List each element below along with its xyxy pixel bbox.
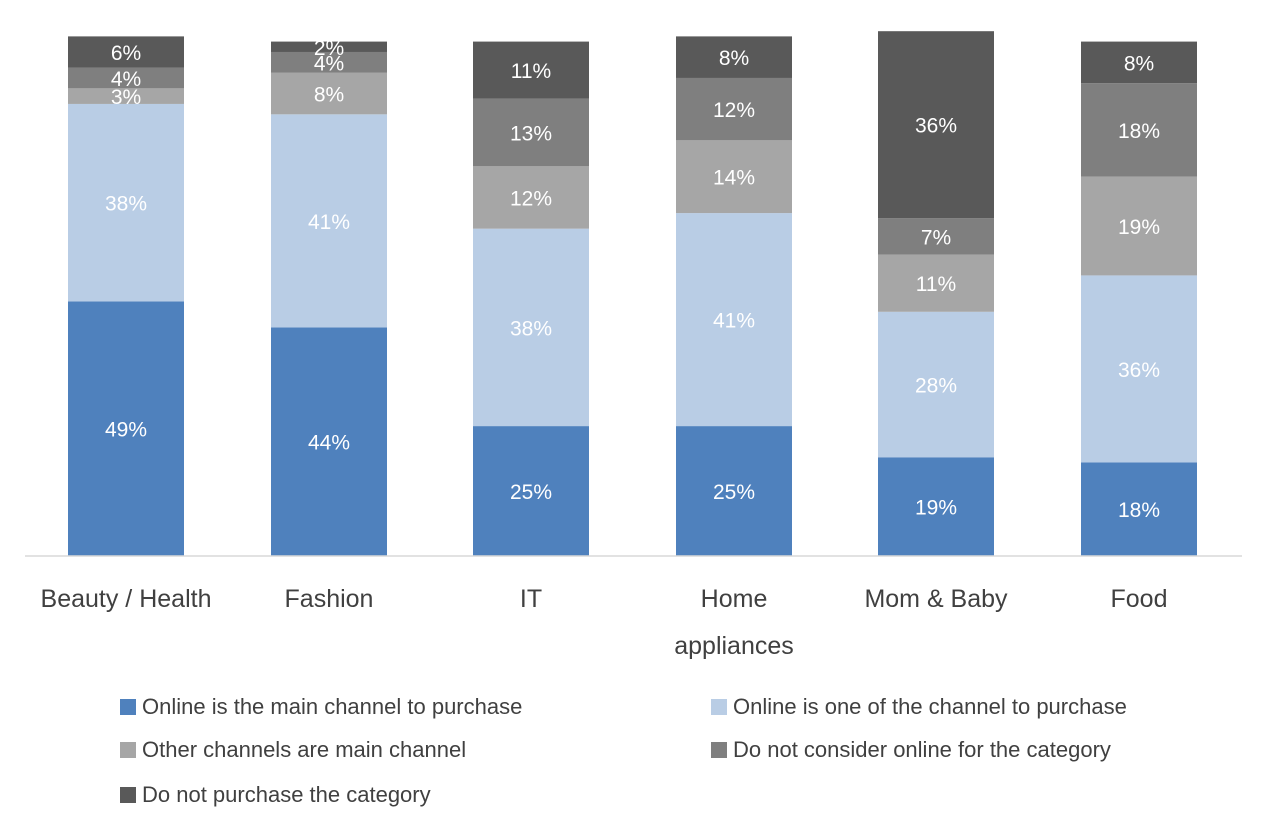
bar-segment bbox=[878, 311, 994, 458]
bar-segment bbox=[1081, 83, 1197, 177]
legend-item: Online is one of the channel to purchase bbox=[711, 692, 1127, 722]
data-label: 18% bbox=[1118, 120, 1160, 143]
category-label: IT bbox=[520, 585, 542, 613]
stacked-bar-chart: 49%38%3%4%6%44%41%8%4%2%25%38%12%13%11%2… bbox=[25, 31, 1242, 660]
data-label: 8% bbox=[1124, 52, 1154, 75]
bar-segment bbox=[676, 213, 792, 427]
data-label: 36% bbox=[1118, 359, 1160, 382]
bar-segment bbox=[68, 103, 184, 302]
bar-segment bbox=[676, 426, 792, 556]
data-label: 7% bbox=[921, 226, 951, 249]
legend-label: Do not consider online for the category bbox=[733, 737, 1111, 762]
bar-segment bbox=[68, 88, 184, 104]
bar-segment bbox=[473, 228, 589, 427]
data-label: 8% bbox=[314, 84, 344, 107]
data-label: 6% bbox=[111, 42, 141, 65]
bar-segment bbox=[676, 140, 792, 214]
data-label: 41% bbox=[308, 211, 350, 234]
legend-label: Online is one of the channel to purchase bbox=[733, 694, 1127, 719]
bar-segment bbox=[878, 218, 994, 255]
legend-item: Other channels are main channel bbox=[120, 735, 466, 765]
data-label: 3% bbox=[111, 86, 141, 109]
bar-segment bbox=[676, 77, 792, 141]
data-label: 4% bbox=[111, 68, 141, 91]
legend: Online is the main channel to purchase On… bbox=[120, 690, 1240, 815]
data-label: 25% bbox=[510, 481, 552, 504]
bar-segment bbox=[878, 457, 994, 556]
data-label: 13% bbox=[510, 123, 552, 146]
legend-label: Do not purchase the category bbox=[142, 782, 431, 807]
bar-segment bbox=[473, 426, 589, 556]
data-label: 14% bbox=[713, 167, 755, 190]
bar-segment bbox=[878, 254, 994, 312]
legend-swatch bbox=[711, 742, 727, 758]
bar-segment bbox=[473, 98, 589, 167]
bar-segment bbox=[271, 72, 387, 115]
data-label: 36% bbox=[915, 115, 957, 138]
bar-segment bbox=[271, 51, 387, 73]
legend-item: Do not consider online for the category bbox=[711, 735, 1111, 765]
bar-segment bbox=[676, 36, 792, 78]
data-label: 38% bbox=[510, 317, 552, 340]
category-label: Home appliances bbox=[674, 585, 794, 660]
legend-swatch bbox=[120, 699, 136, 715]
data-label: 8% bbox=[719, 47, 749, 70]
data-label: 12% bbox=[713, 99, 755, 122]
data-label: 2% bbox=[314, 37, 344, 60]
data-label: 12% bbox=[510, 187, 552, 210]
bar-segment bbox=[271, 41, 387, 52]
data-label: 4% bbox=[314, 52, 344, 75]
category-labels-layer: Beauty / Health Fashion IT Home appliances Mo… bbox=[41, 585, 1168, 660]
category-label: Beauty / Health bbox=[41, 585, 212, 613]
bar-labels-layer: 49%38%3%4%6%44%41%8%4%2%25%38%12%13%11%2… bbox=[105, 37, 1160, 522]
bar-segment bbox=[271, 114, 387, 328]
legend-item: Online is the main channel to purchase bbox=[120, 692, 522, 722]
bar-segment bbox=[68, 301, 184, 556]
data-label: 49% bbox=[105, 419, 147, 442]
data-label: 25% bbox=[713, 481, 755, 504]
data-label: 19% bbox=[1118, 216, 1160, 239]
data-label: 38% bbox=[105, 193, 147, 216]
bar-segment bbox=[68, 67, 184, 89]
legend-swatch bbox=[120, 742, 136, 758]
category-label: Fashion bbox=[285, 585, 374, 613]
data-label: 28% bbox=[915, 375, 957, 398]
legend-item: Do not purchase the category bbox=[120, 780, 431, 810]
bars-layer bbox=[68, 31, 1197, 556]
bar-segment bbox=[1081, 41, 1197, 84]
data-label: 19% bbox=[915, 497, 957, 520]
bar-segment bbox=[68, 36, 184, 68]
bar-segment bbox=[878, 31, 994, 219]
category-label: Food bbox=[1111, 585, 1168, 613]
bar-segment bbox=[271, 327, 387, 556]
data-label: 11% bbox=[511, 60, 551, 83]
data-label: 11% bbox=[916, 273, 956, 296]
legend-swatch bbox=[711, 699, 727, 715]
legend-label: Other channels are main channel bbox=[142, 737, 467, 762]
category-label: Mom & Baby bbox=[864, 585, 1008, 613]
data-label: 41% bbox=[713, 310, 755, 333]
data-label: 44% bbox=[308, 432, 350, 455]
legend-label: Online is the main channel to purchase bbox=[142, 694, 523, 719]
bar-segment bbox=[1081, 275, 1197, 463]
bar-segment bbox=[473, 166, 589, 229]
bar-segment bbox=[473, 41, 589, 99]
legend-swatch bbox=[120, 787, 136, 803]
bar-segment bbox=[1081, 462, 1197, 556]
data-label: 18% bbox=[1118, 499, 1160, 522]
bar-segment bbox=[1081, 176, 1197, 276]
